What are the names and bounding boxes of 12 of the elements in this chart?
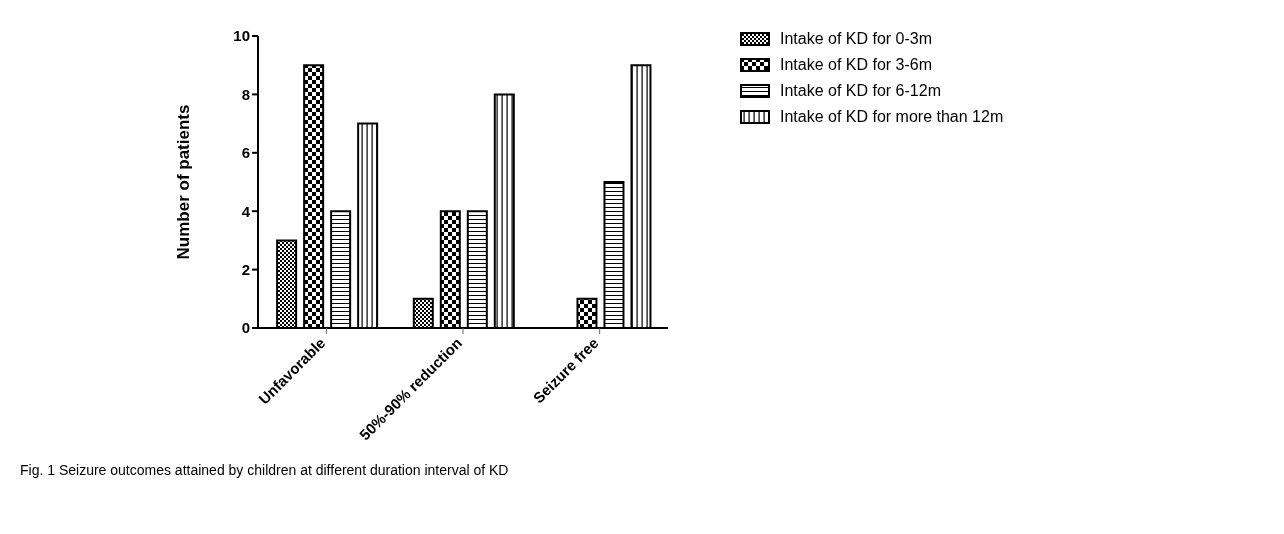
y-tick-label: 10 bbox=[233, 27, 250, 45]
y-tick-label: 6 bbox=[241, 144, 250, 162]
caption: Fig. 1 Seizure outcomes attained by children at different duration interval of KD bbox=[20, 462, 510, 478]
y-tick-label: 4 bbox=[241, 202, 251, 220]
y-axis-title: Number of patients bbox=[174, 104, 194, 260]
legend-label: Intake of KD for 3-6m bbox=[780, 56, 933, 74]
y-tick-label: 2 bbox=[241, 260, 250, 278]
y-tick-label: 0 bbox=[241, 319, 250, 337]
legend-label: Intake of KD for 0-3m bbox=[780, 30, 933, 48]
y-tick-label: 8 bbox=[241, 85, 250, 103]
legend-label: Intake of KD for 6-12m bbox=[780, 82, 941, 100]
legend-label: Intake of KD for more than 12m bbox=[780, 108, 1004, 126]
